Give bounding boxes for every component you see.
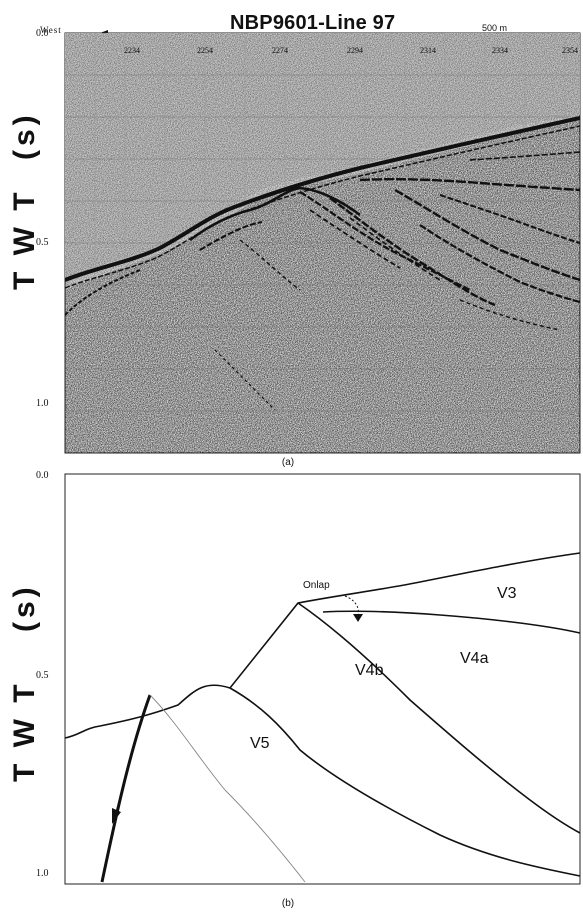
panel-a-ytick-1: 1.0 <box>36 398 49 409</box>
figure-title: NBP9601-Line 97 <box>230 12 396 34</box>
panel-b-yaxis-unit: (s) <box>8 583 41 632</box>
panel-a-yaxis-label: T W T <box>8 188 41 290</box>
trace-number-label: 2354 <box>562 46 578 55</box>
trace-number-label: 2234 <box>124 46 140 55</box>
trace-number-label: 2274 <box>272 46 288 55</box>
scale-bar-label: 500 m <box>482 23 508 33</box>
panel-b-ytick-0-5: 0.5 <box>36 670 49 681</box>
trace-number-label: 2334 <box>492 46 508 55</box>
panel-a-yaxis-unit: (s) <box>8 111 41 160</box>
interpretation-panel-b <box>64 473 581 885</box>
unit-label-v4b: V4b <box>355 662 384 679</box>
panel-b-yaxis-label: T W T <box>8 680 41 782</box>
panel-a-ytick-0-5: 0.5 <box>36 237 49 248</box>
panel-b-ytick-1: 1.0 <box>36 868 49 879</box>
unit-label-v4a: V4a <box>460 650 489 667</box>
trace-number-label: 2314 <box>420 46 436 55</box>
unit-label-v3: V3 <box>497 585 517 602</box>
trace-number-label: 2294 <box>347 46 363 55</box>
seismic-panel-a <box>64 32 581 454</box>
direction-label: West <box>40 25 62 35</box>
panel-a-caption: (a) <box>281 457 295 468</box>
panel-b-caption: (b) <box>281 898 295 909</box>
onlap-annotation: Onlap <box>303 580 330 591</box>
onlap-arrow-icon <box>344 595 363 622</box>
panel-b-ytick-0: 0.0 <box>36 470 49 481</box>
fault-line <box>100 694 152 883</box>
unit-label-v5: V5 <box>250 735 270 752</box>
trace-number-label: 2254 <box>197 46 213 55</box>
panel-a-ytick-0: 0.0 <box>36 28 49 39</box>
